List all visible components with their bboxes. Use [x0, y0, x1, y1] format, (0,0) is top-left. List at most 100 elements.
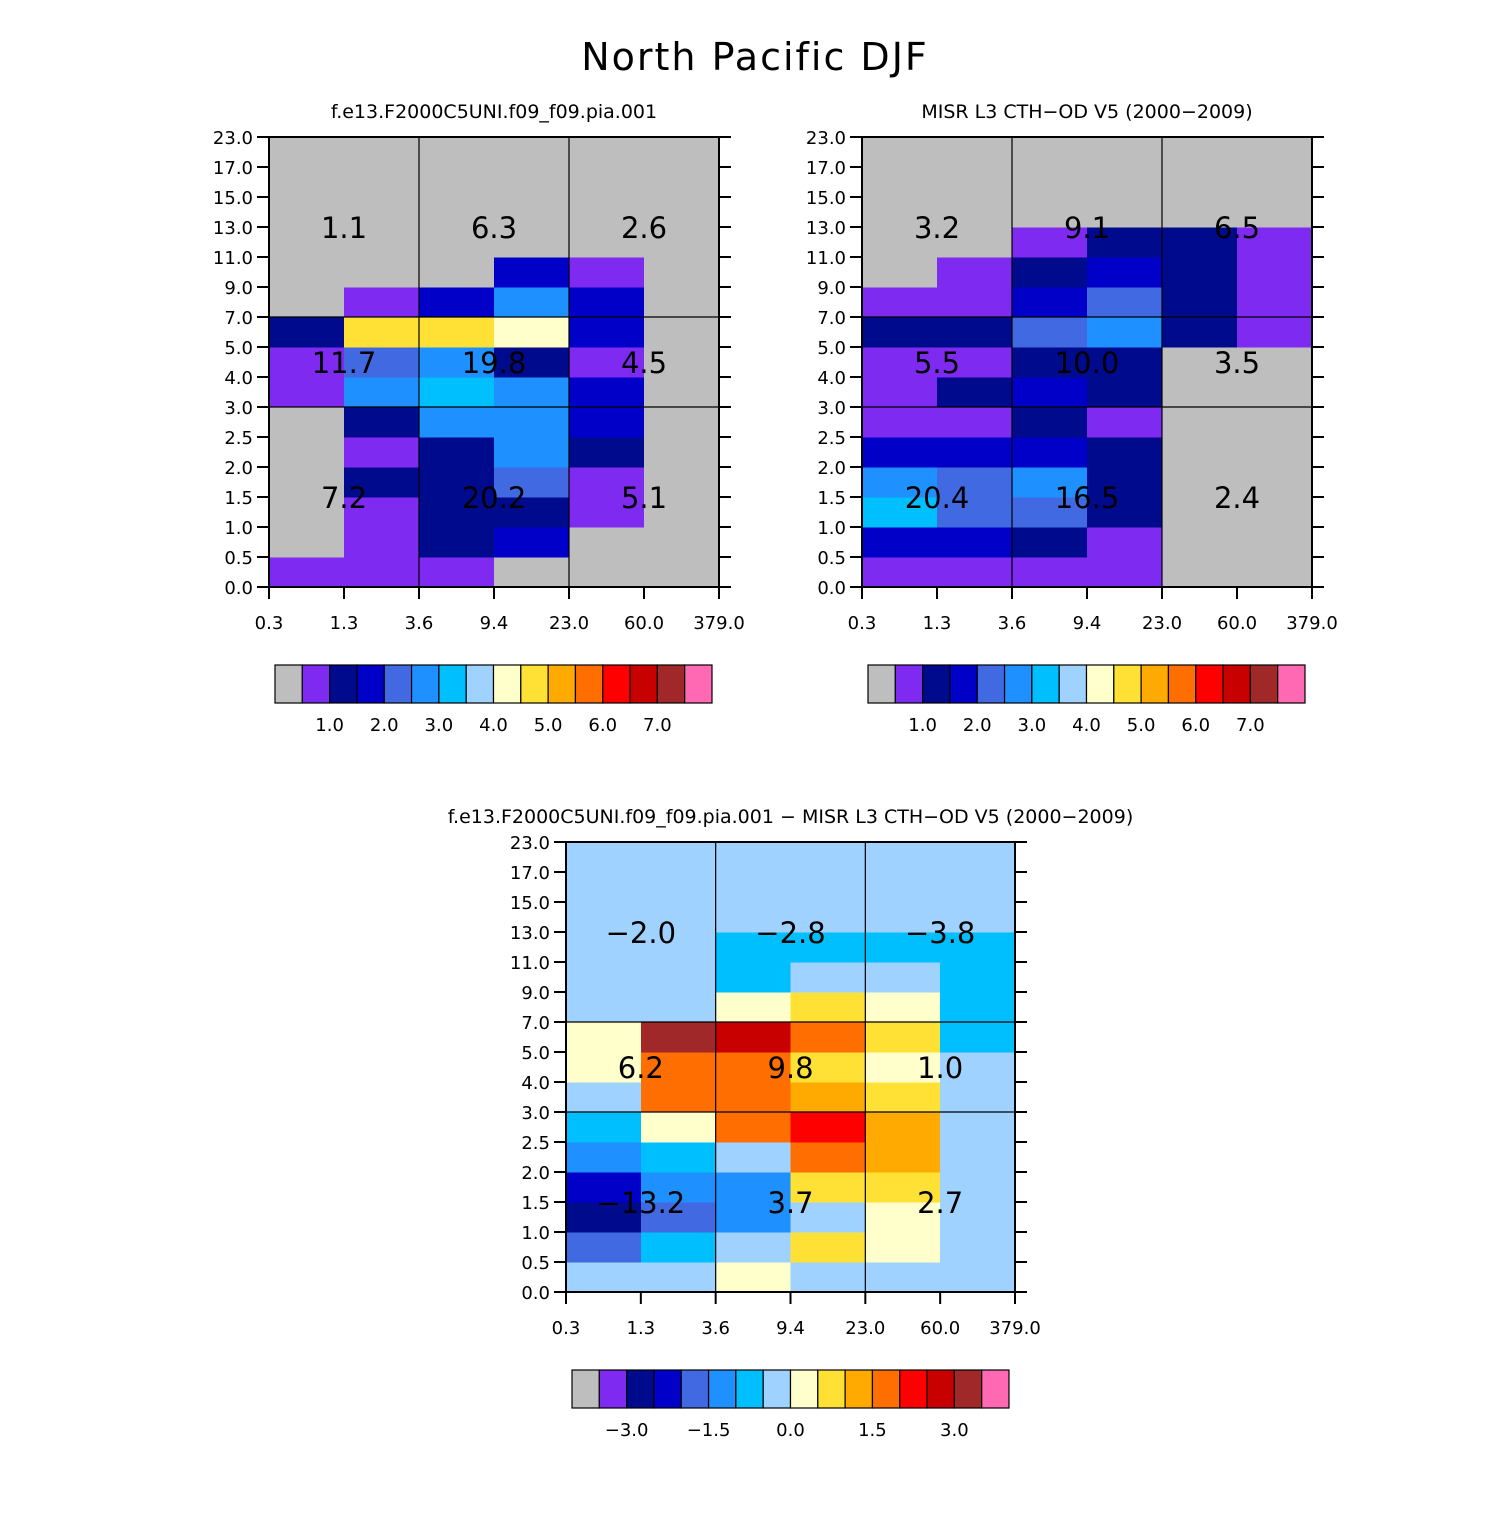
- heatmap-cell: [1087, 227, 1163, 258]
- y-tick-label: 11.0: [806, 248, 846, 269]
- heatmap-cell: [640, 1112, 717, 1143]
- y-tick-label: 7.0: [817, 308, 846, 329]
- heatmap-cell: [865, 872, 941, 903]
- summary-value: 3.7: [767, 1186, 813, 1220]
- heatmap-cell: [1237, 407, 1313, 438]
- colorbar-swatch: [410, 664, 440, 704]
- y-tick-label: 23.0: [806, 128, 846, 149]
- colorbar-tick-label: 3.0: [425, 715, 454, 736]
- heatmap-cell: [644, 137, 720, 168]
- y-tick-label: 7.0: [521, 1013, 550, 1034]
- heatmap-cell: [937, 557, 1013, 588]
- heatmap-cell: [940, 1172, 1016, 1203]
- heatmap-cell: [940, 872, 1016, 903]
- heatmap-cell: [494, 137, 570, 168]
- heatmap-cell: [1162, 407, 1238, 438]
- colorbar-swatch: [1277, 664, 1306, 704]
- heatmap-cell: [344, 557, 420, 588]
- colorbar-tick-label: 4.0: [479, 715, 508, 736]
- heatmap-cell: [269, 527, 345, 558]
- heatmap-cell: [344, 497, 420, 528]
- y-tick-label: 0.5: [224, 548, 253, 569]
- heatmap-cell: [862, 137, 938, 168]
- y-tick-label: 5.0: [817, 338, 846, 359]
- summary-value: 9.1: [1064, 211, 1110, 245]
- heatmap-cell: [790, 1082, 866, 1113]
- y-tick-label: 0.0: [817, 578, 846, 599]
- summary-value: 2.4: [1214, 481, 1260, 515]
- heatmap-cell: [1087, 527, 1163, 558]
- heatmap-cell: [937, 377, 1013, 408]
- y-tick-label: 1.5: [224, 488, 253, 509]
- heatmap-cell: [569, 437, 645, 468]
- heatmap-cell: [1012, 347, 1088, 378]
- colorbar-swatch: [629, 664, 658, 704]
- heatmap-cell: [862, 287, 938, 318]
- heatmap-cell: [865, 1202, 941, 1233]
- heatmap-cell: [1087, 497, 1163, 528]
- x-tick-label: 23.0: [549, 613, 589, 634]
- heatmap-cell: [1162, 137, 1238, 168]
- heatmap-cell: [937, 167, 1013, 198]
- colorbar-tick-label: 6.0: [588, 715, 617, 736]
- heatmap-cell: [419, 557, 495, 588]
- heatmap-cell: [1012, 527, 1088, 558]
- colorbar-swatch: [1058, 664, 1088, 704]
- heatmap-cell: [1162, 167, 1238, 198]
- colorbar: −3.0 −1.5 0.0 1.5 3.0: [571, 1369, 1010, 1441]
- heatmap-cell: [569, 167, 645, 198]
- heatmap-cell: [344, 137, 420, 168]
- colorbar-swatch: [547, 664, 577, 704]
- heatmap-cell: [865, 1112, 941, 1143]
- colorbar-swatch: [274, 664, 303, 704]
- heatmap-cell: [940, 1202, 1016, 1233]
- heatmap-cell: [865, 992, 941, 1023]
- heatmap-cell: [644, 227, 720, 258]
- heatmap-cell: [566, 1022, 642, 1053]
- heatmap-cell: [1237, 137, 1313, 168]
- heatmap-cell: [640, 1082, 717, 1113]
- heatmap-cell: [862, 467, 938, 498]
- heatmap-cell: [494, 377, 570, 408]
- heatmap-cell: [715, 902, 792, 933]
- summary-value: −2.8: [755, 916, 825, 950]
- y-tick-label: 4.0: [817, 368, 846, 389]
- heatmap-cell: [790, 992, 866, 1023]
- heatmap-cell: [1012, 407, 1088, 438]
- heatmap-cell: [940, 1142, 1016, 1173]
- y-tick-label: 0.0: [521, 1283, 550, 1304]
- heatmap-cell: [940, 1022, 1016, 1053]
- heatmap-cell: [569, 497, 645, 528]
- heatmap-cell: [566, 992, 642, 1023]
- x-tick-label: 0.3: [848, 613, 877, 634]
- heatmap-cell: [937, 317, 1013, 348]
- heatmap-cell: [640, 1262, 717, 1293]
- heatmap-cell: [494, 227, 570, 258]
- heatmap-cell: [494, 257, 570, 288]
- heatmap-cell: [644, 257, 720, 288]
- colorbar-swatch: [465, 664, 495, 704]
- colorbar-swatch: [492, 664, 522, 704]
- x-tick-label: 379.0: [693, 613, 745, 634]
- summary-value: 4.5: [621, 346, 667, 380]
- colorbar-tick-label: 4.0: [1072, 715, 1101, 736]
- heatmap-cell: [865, 1052, 941, 1083]
- heatmap-cell: [790, 1232, 866, 1263]
- summary-value: 16.5: [1055, 481, 1120, 515]
- colorbar-swatch: [1031, 664, 1060, 704]
- heatmap-cell: [344, 257, 420, 288]
- x-tick-label: 60.0: [920, 1318, 960, 1339]
- heatmap-cell: [569, 227, 645, 258]
- x-tick-label: 23.0: [845, 1318, 885, 1339]
- y-tick-label: 2.0: [817, 458, 846, 479]
- colorbar-swatch: [976, 664, 1006, 704]
- summary-value: 3.2: [914, 211, 960, 245]
- heatmap-cell: [715, 1112, 792, 1143]
- heatmap-cell: [1162, 377, 1238, 408]
- colorbar-swatch: [871, 1369, 901, 1409]
- heatmap-cell: [269, 227, 345, 258]
- heatmap-cell: [1087, 287, 1163, 318]
- heatmap-cell: [862, 557, 938, 588]
- x-tick-label: 9.4: [776, 1318, 805, 1339]
